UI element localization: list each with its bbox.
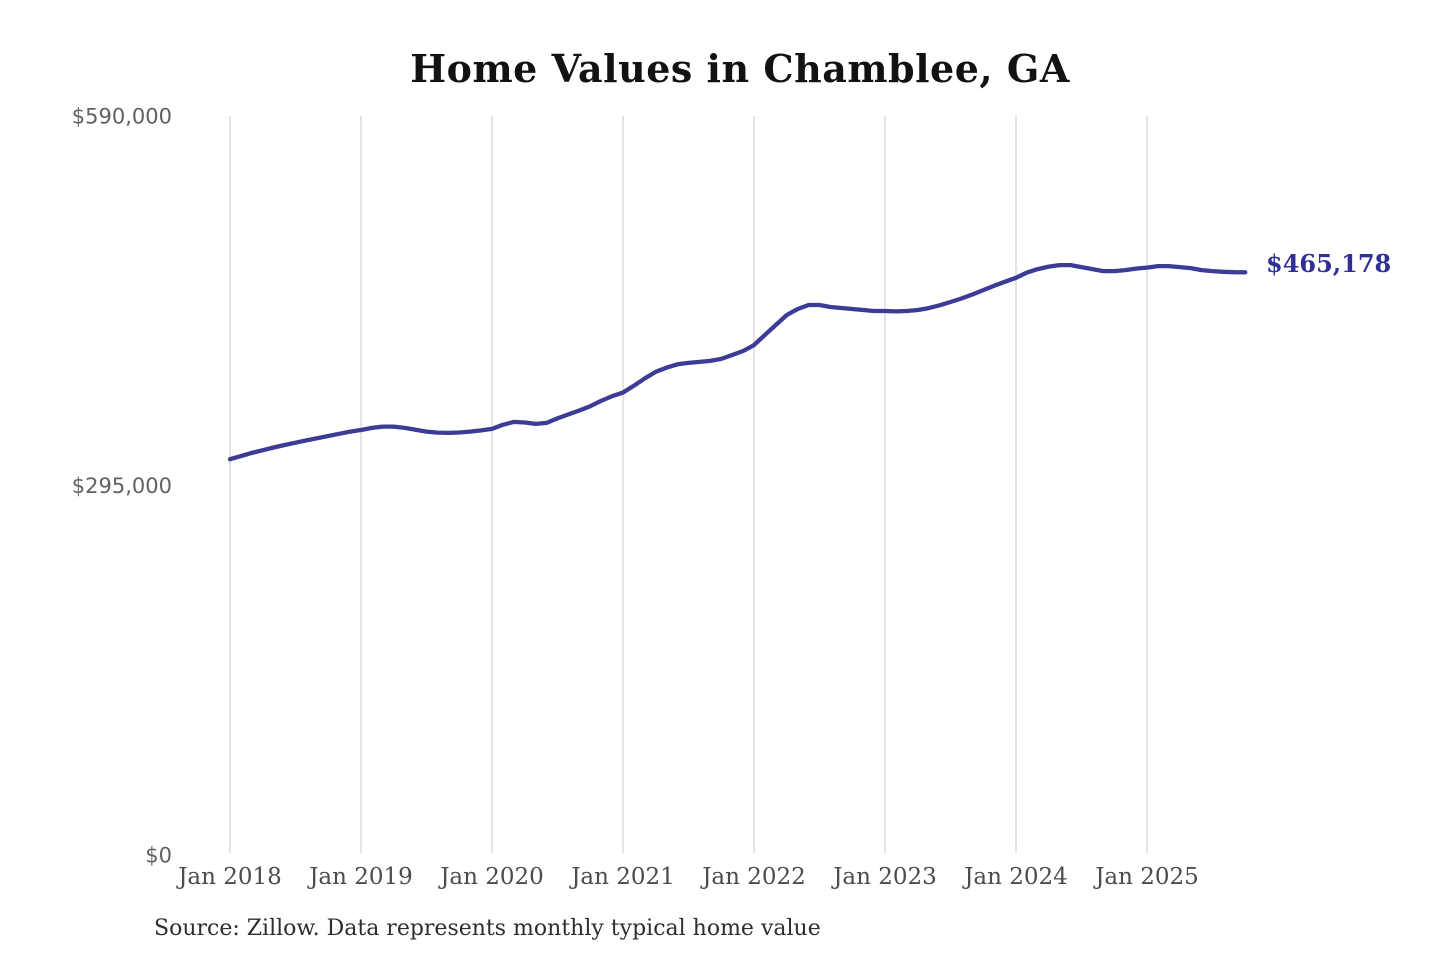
y-axis-tick-label: $295,000: [72, 474, 172, 498]
y-axis-tick-label: $0: [145, 843, 172, 867]
x-axis-tick-label: Jan 2018: [176, 864, 282, 890]
source-note: Source: Zillow. Data represents monthly …: [154, 916, 821, 941]
home-value-line: [227, 262, 1248, 462]
x-axis-tick-label: Jan 2019: [307, 864, 413, 890]
x-axis-tick-label: Jan 2021: [569, 864, 675, 890]
y-axis-tick-label: $590,000: [72, 104, 172, 128]
x-axis-tick-label: Jan 2025: [1093, 864, 1199, 890]
chart-title: Home Values in Chamblee, GA: [410, 46, 1070, 91]
x-axis-tick-label: Jan 2020: [438, 864, 544, 890]
x-axis-tick-label: Jan 2022: [700, 864, 806, 890]
latest-value-label: $465,178: [1266, 249, 1392, 278]
x-axis-tick-label: Jan 2024: [962, 864, 1068, 890]
x-axis-tick-label: Jan 2023: [831, 864, 937, 890]
